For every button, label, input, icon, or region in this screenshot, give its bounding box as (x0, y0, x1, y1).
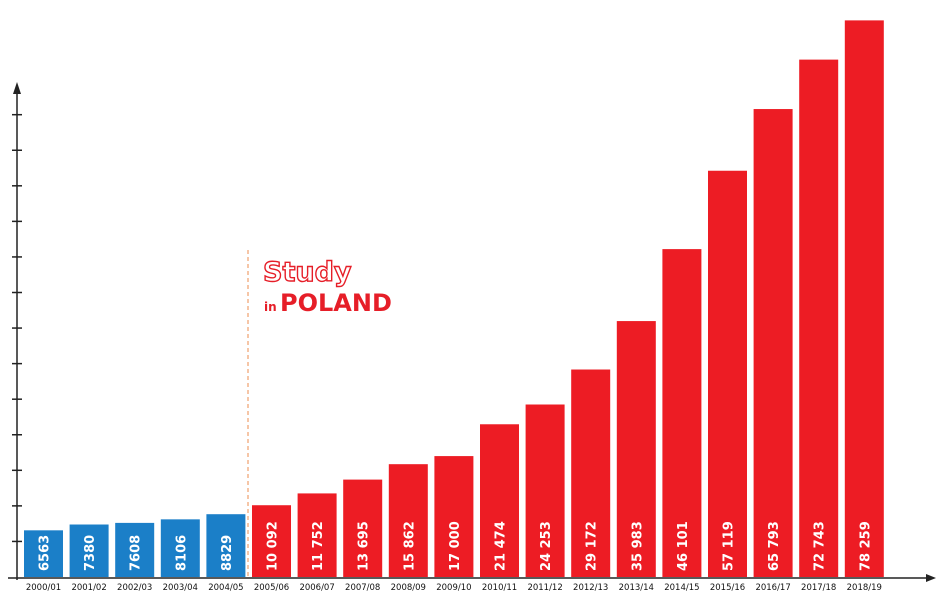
bar-value-label: 11 752 (311, 521, 326, 571)
x-tick-label: 2018/19 (847, 583, 882, 593)
bar-2005-06 (252, 505, 291, 577)
bar-2018-19 (844, 20, 884, 577)
y-axis-arrow-icon (13, 82, 21, 94)
bar-2000-01 (24, 530, 63, 577)
x-tick-label: 2004/05 (208, 583, 243, 593)
x-tick-labels-group: 2000/01 2001/02 2002/03 2003/04 2004/05 2005/… (26, 583, 882, 593)
bar-value-label: 7380 (83, 535, 98, 571)
x-tick-label: 2017/18 (801, 583, 836, 593)
bar-value-label: 8106 (174, 535, 189, 571)
x-tick-label: 2014/15 (664, 583, 699, 593)
bar-2008-09 (388, 464, 428, 577)
bar-value-label: 24 253 (539, 521, 554, 571)
x-tick-label: 2013/14 (619, 583, 654, 593)
bar-value-label: 46 101 (676, 521, 691, 571)
x-axis-arrow-icon (926, 574, 936, 582)
bar-2009-10 (434, 456, 474, 577)
y-ticks-group (12, 113, 22, 543)
bar-value-label: 57 119 (722, 521, 737, 571)
bar-2017-18 (799, 59, 839, 577)
bar-value-label: 13 695 (357, 521, 372, 571)
x-tick-label: 2003/04 (163, 583, 198, 593)
bar-2010-11 (480, 424, 519, 577)
x-tick-label: 2008/09 (391, 583, 426, 593)
x-tick-label: 2010/11 (482, 583, 517, 593)
bar-value-label: 72 743 (813, 521, 828, 571)
x-tick-label: 2002/03 (117, 583, 152, 593)
bar-2007-08 (343, 479, 383, 577)
x-tick-label: 2009/10 (436, 583, 471, 593)
bar-value-label: 29 172 (585, 521, 600, 571)
x-tick-label: 2005/06 (254, 583, 289, 593)
bar-2001-02 (69, 524, 109, 577)
bar-value-label: 15 862 (402, 521, 417, 571)
bar-value-label: 8829 (220, 535, 235, 571)
logo-poland-text: POLAND (280, 289, 392, 317)
bar-2015-16 (708, 170, 747, 577)
bar-2016-17 (753, 109, 793, 577)
bar-2011-12 (525, 404, 565, 577)
bar-2013-14 (616, 321, 656, 577)
bar-2012-13 (571, 369, 611, 577)
bar-2002-03 (115, 522, 155, 577)
bar-value-label: 7608 (129, 535, 144, 571)
x-tick-label: 2015/16 (710, 583, 745, 593)
bar-value-label: 78 259 (858, 521, 873, 571)
bar-2003-04 (160, 519, 200, 577)
bars-group: 6563 7380 7608 8106 8829 10 092 11 752 13 695 15… (24, 20, 884, 578)
bar-value-label: 10 092 (266, 521, 281, 571)
logo-in-text: in (264, 300, 277, 314)
study-in-poland-logo: Study in POLAND (262, 256, 392, 317)
x-tick-label: 2016/17 (755, 583, 790, 593)
bar-value-label: 6563 (38, 535, 53, 571)
x-tick-label: 2011/12 (527, 583, 562, 593)
bar-2006-07 (297, 493, 337, 577)
x-tick-label: 2006/07 (299, 583, 334, 593)
x-tick-label: 2007/08 (345, 583, 380, 593)
x-tick-label: 2001/02 (71, 583, 106, 593)
bar-value-label: 21 474 (494, 521, 509, 571)
bar-value-label: 65 793 (767, 521, 782, 571)
bar-2004-05 (206, 514, 246, 577)
bar-value-label: 17 000 (448, 521, 463, 571)
x-tick-label: 2000/01 (26, 583, 61, 593)
axes-group (8, 82, 936, 582)
bar-2014-15 (662, 249, 702, 578)
logo-study-text: Study (263, 257, 352, 288)
bar-value-label: 35 983 (630, 521, 645, 571)
x-tick-label: 2012/13 (573, 583, 608, 593)
